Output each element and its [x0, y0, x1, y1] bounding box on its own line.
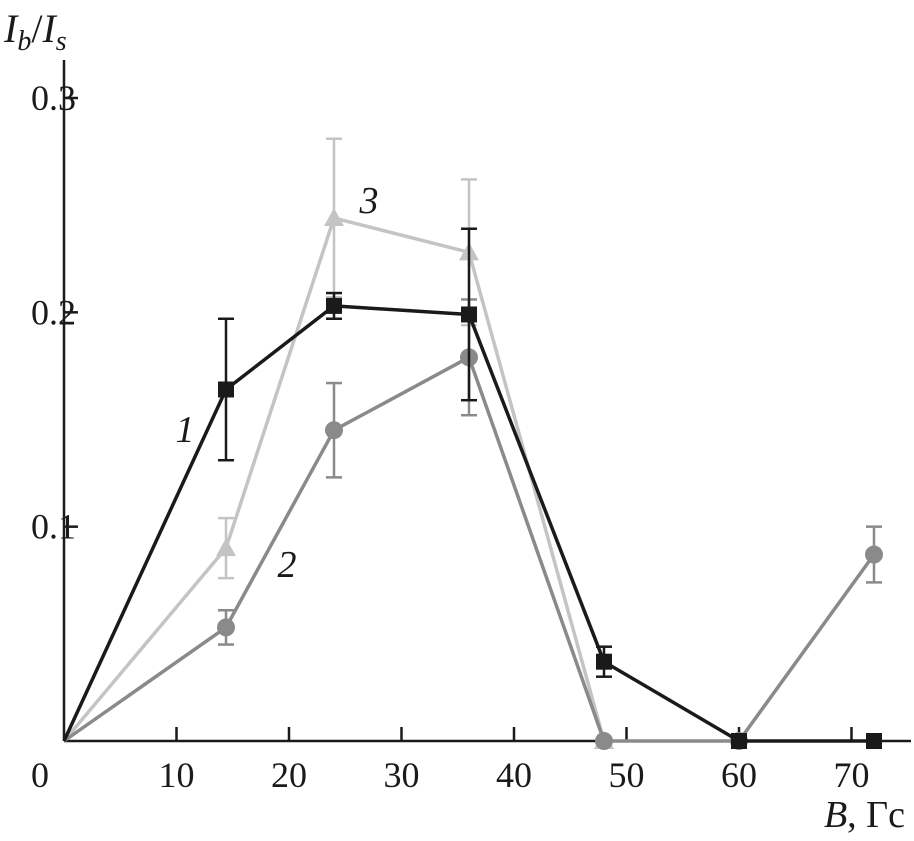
data-point: [731, 733, 747, 749]
data-point: [217, 618, 235, 637]
data-point: [326, 297, 342, 314]
labels-layer: Ib/Is B, Гс 1 2 3: [3, 6, 905, 836]
data-point: [325, 421, 343, 440]
curve-label-3: 3: [359, 180, 379, 222]
data-point: [865, 545, 883, 564]
y-tick-label: 0.2: [31, 292, 76, 332]
x-tick-label: 60: [721, 755, 757, 795]
x-tick-label: 50: [609, 755, 645, 795]
x-axis-label: B, Гс: [824, 794, 905, 836]
series-1: [62, 227, 882, 749]
x-tick-label: 10: [159, 755, 195, 795]
x-tick-label: 70: [834, 755, 870, 795]
data-point: [218, 381, 234, 398]
series-layer: [62, 137, 883, 750]
y-axis-label: Ib/Is: [3, 6, 67, 57]
x-tick-label: 20: [271, 755, 307, 795]
y-tick-label: 0.3: [31, 78, 76, 118]
x-tick-label: 40: [496, 755, 532, 795]
axes: 0 10 20 30 40 50 60 70 0.1 0.2 0.3: [31, 60, 911, 795]
data-point: [596, 653, 612, 670]
data-point: [324, 208, 344, 227]
series-2: [62, 298, 883, 750]
data-point: [216, 538, 236, 557]
data-point: [595, 732, 613, 750]
series-3: [62, 137, 614, 749]
curve-label-1: 1: [176, 409, 195, 451]
x-tick-label: 30: [384, 755, 420, 795]
curve-label-2: 2: [278, 544, 297, 586]
y-tick-label: 0.1: [31, 507, 76, 547]
data-point: [461, 306, 477, 323]
data-point: [866, 733, 882, 749]
x-tick-label: 0: [31, 755, 49, 795]
